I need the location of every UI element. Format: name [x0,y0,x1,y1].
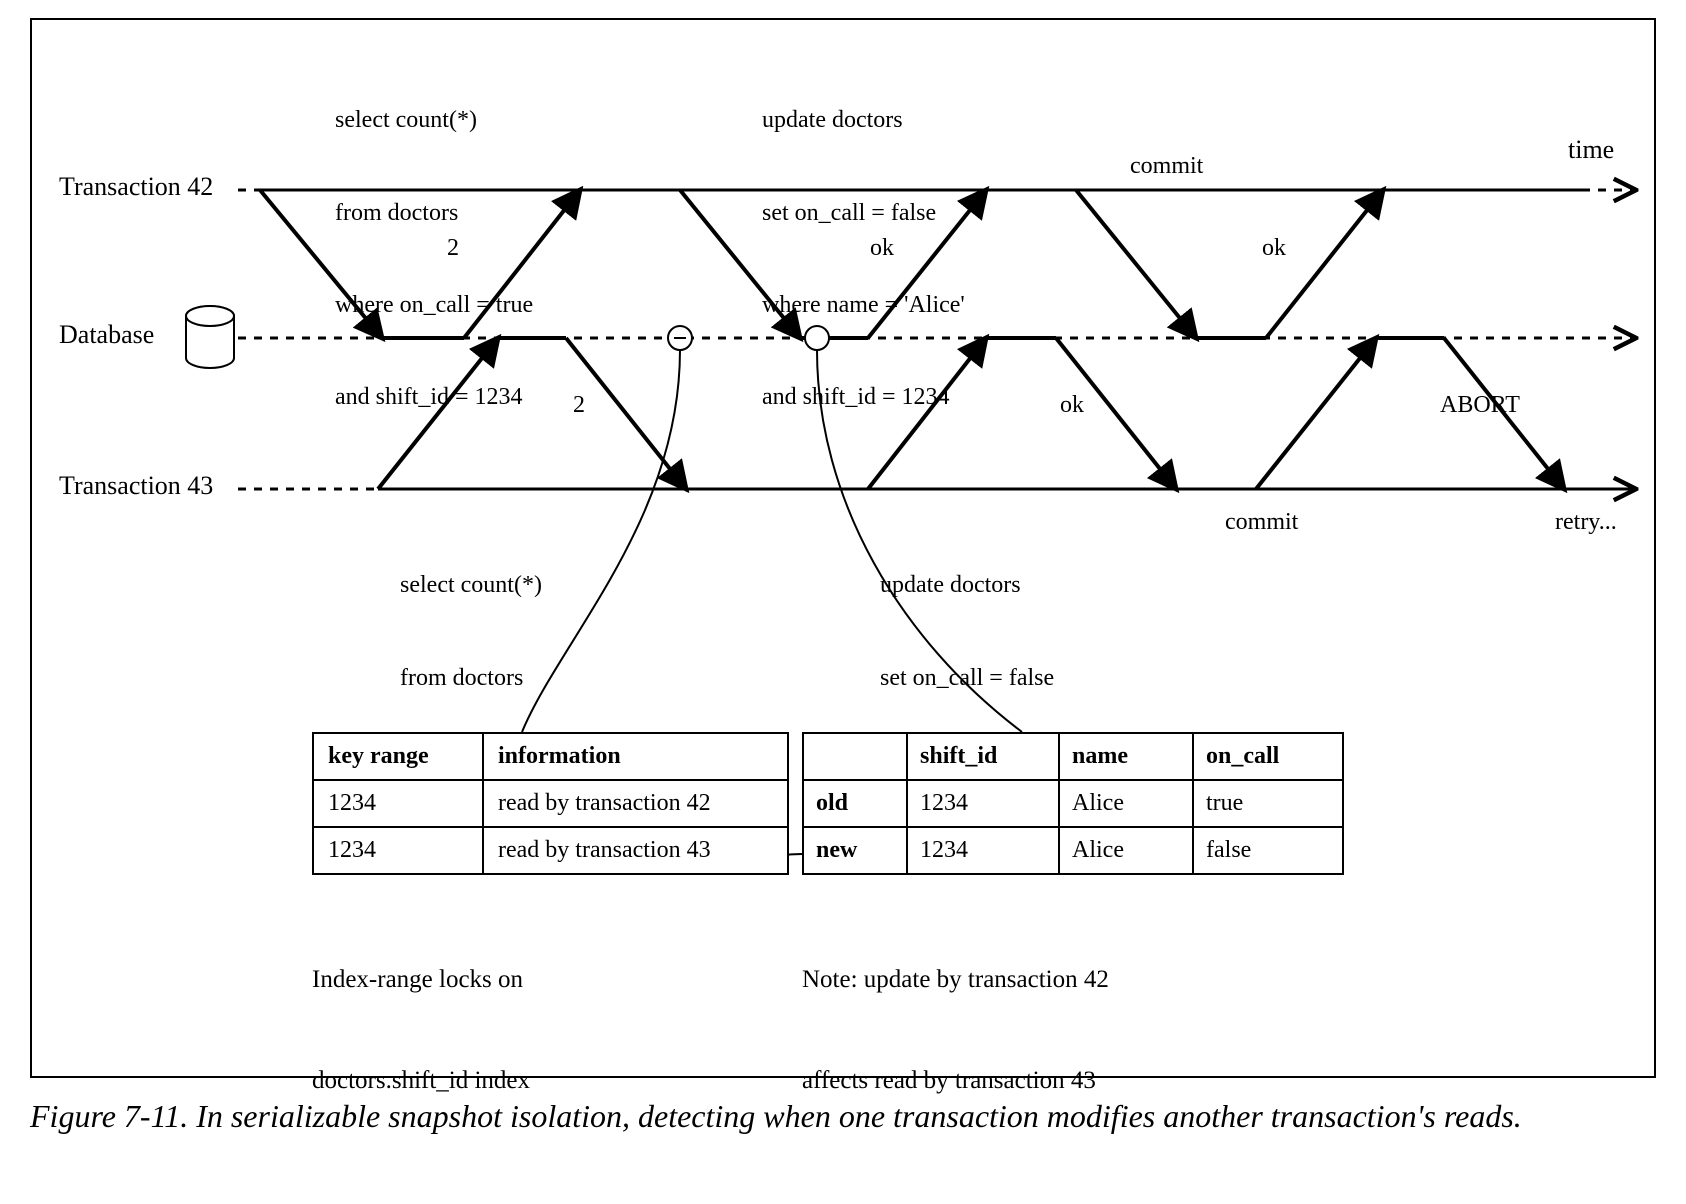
col-on-call: on_call [1193,733,1343,780]
t43-retry-label: retry... [1555,509,1617,536]
col-information: information [483,733,788,780]
table-row: new 1234 Alice false [803,827,1343,874]
col-key-range: key range [313,733,483,780]
table-header-row: shift_id name on_call [803,733,1343,780]
update-versions-table: shift_id name on_call old 1234 Alice tru… [802,732,1344,875]
t42-commit-sql: commit [1130,153,1203,180]
time-axis-label: time [1568,135,1614,165]
col-name: name [1059,733,1193,780]
col-rowtag [803,733,907,780]
index-range-locks-table: key range information 1234 read by trans… [312,732,789,875]
table-row: 1234 read by transaction 43 [313,827,788,874]
table-header-row: key range information [313,733,788,780]
table-row: old 1234 Alice true [803,780,1343,827]
col-shift-id: shift_id [907,733,1059,780]
database-icon [186,306,234,368]
t42-update-ok: ok [870,235,894,262]
table-row: 1234 read by transaction 42 [313,780,788,827]
lane-label-t43: Transaction 43 [59,471,213,501]
t43-commit-sql: commit [1225,509,1298,536]
page: Transaction 42 Database Transaction 43 t… [0,0,1686,1204]
lane-label-t42: Transaction 42 [59,172,213,202]
t42-reply-2: 2 [447,235,459,262]
t43-commit-abort: ABORT [1440,392,1520,419]
figure-caption: Figure 7-11. In serializable snapshot is… [30,1095,1640,1138]
lane-label-database: Database [59,320,154,350]
t43-update-ok: ok [1060,392,1084,419]
t42-select-sql: select count(*) from doctors where on_ca… [335,44,533,474]
t42-commit-ok: ok [1262,235,1286,262]
t42-update-sql: update doctors set on_call = false where… [762,44,965,474]
t43-reply-2: 2 [573,392,585,419]
